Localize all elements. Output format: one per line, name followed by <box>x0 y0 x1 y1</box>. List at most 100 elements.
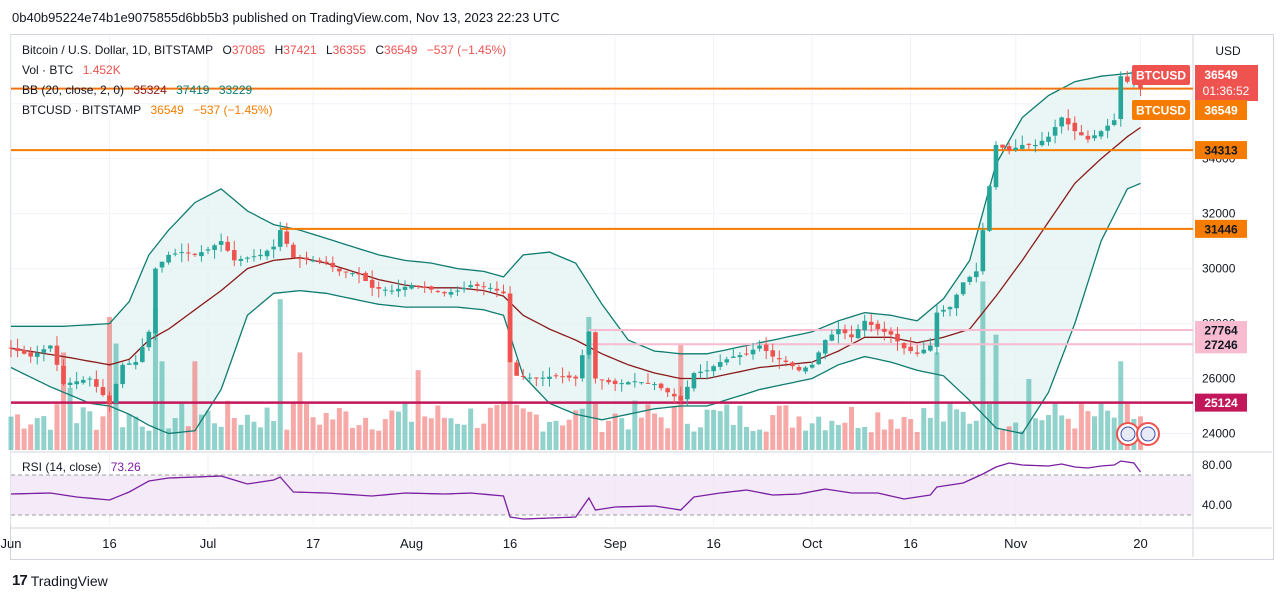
vol-label[interactable]: Vol · BTC <box>22 63 74 77</box>
x-tick-label: Nov <box>1004 536 1028 551</box>
candle-body <box>1092 135 1097 139</box>
candle-body <box>28 352 33 357</box>
level-price-tag <box>1195 335 1247 354</box>
volume-bar <box>625 429 631 450</box>
candle-body <box>652 384 657 386</box>
candle-body <box>343 271 349 273</box>
candle-body <box>842 329 848 334</box>
volume-bar <box>87 411 93 450</box>
x-tick-label: Jul <box>200 536 217 551</box>
candle-body <box>146 331 152 348</box>
bb-lower-value: 33229 <box>218 83 253 97</box>
candle-body <box>678 395 684 401</box>
candle-body <box>231 250 237 261</box>
volume-bar <box>422 416 428 450</box>
candle-body <box>757 345 762 349</box>
volume-bar <box>28 424 34 450</box>
rsi-value: 73.26 <box>110 460 141 474</box>
level-price-label: 27246 <box>1204 338 1238 352</box>
publish-header-text: 0b40b95224e74b1e9075855d6bb5b3 published… <box>12 10 560 25</box>
candle-body <box>685 386 690 400</box>
candle-body <box>763 344 769 352</box>
candle-body <box>1111 120 1117 125</box>
symbol-label[interactable]: Bitcoin / U.S. Dollar, 1D, BITSTAMP <box>22 43 214 57</box>
currency-button[interactable]: USD <box>1215 44 1241 58</box>
candle-body <box>1072 122 1078 132</box>
rsi-line <box>10 460 1142 520</box>
volume-bar <box>455 423 461 450</box>
candle-body <box>698 371 703 374</box>
candle-body <box>323 261 329 264</box>
candle-body <box>1046 136 1051 142</box>
volume-bar <box>415 370 421 450</box>
candle-body <box>954 294 959 309</box>
candle-body <box>1033 144 1038 147</box>
candle-body <box>803 367 808 372</box>
candle-body <box>593 332 598 379</box>
candle-body <box>271 246 276 250</box>
volume-bar <box>1098 403 1104 450</box>
candle-body <box>514 362 519 376</box>
volume-bar <box>225 400 231 450</box>
volume-bar <box>120 427 126 450</box>
candle-body <box>41 349 47 353</box>
volume-bar <box>698 427 703 450</box>
candle-body <box>980 230 986 272</box>
low-label: L <box>325 43 333 57</box>
candle-body <box>1000 144 1005 148</box>
x-tick-label: 17 <box>306 536 320 551</box>
volume-bar <box>409 421 415 450</box>
volume-bar <box>1111 417 1117 450</box>
candle-body <box>389 290 395 292</box>
candle-body <box>914 352 920 354</box>
brand-name: TradingView <box>30 572 108 589</box>
candle-body <box>796 366 802 371</box>
legend-bb: BB (20, close, 2, 0) 35324 37419 33229 <box>22 83 258 97</box>
volume-bar <box>284 429 290 450</box>
volume-bar <box>74 423 80 450</box>
candle-body <box>369 279 375 288</box>
candle-body <box>862 320 867 331</box>
candle-body <box>882 328 887 332</box>
candle-body <box>573 376 579 379</box>
bb-label[interactable]: BB (20, close, 2, 0) <box>22 83 125 97</box>
volume-bar <box>212 423 218 450</box>
candle-body <box>960 282 966 295</box>
candle-body <box>350 273 355 275</box>
volume-bar <box>1085 411 1091 450</box>
volume-bar <box>599 432 605 450</box>
candle-body <box>74 381 79 385</box>
candle-body <box>179 252 185 254</box>
last-price-tag <box>1195 65 1258 101</box>
candle-body <box>199 252 204 257</box>
candle-body <box>1085 135 1091 140</box>
volume-bar <box>803 430 809 450</box>
candle-body <box>540 377 546 379</box>
close-value: 36549 <box>384 43 418 57</box>
volume-bar <box>218 426 224 450</box>
volume-bar <box>1105 410 1111 450</box>
x-tick-label: Sep <box>604 536 627 551</box>
volume-bar <box>376 430 382 450</box>
volume-bar <box>336 408 342 450</box>
candle-body <box>264 250 270 257</box>
candle-body <box>750 349 756 355</box>
rsi-label[interactable]: RSI (14, close) <box>22 460 102 474</box>
volume-bar <box>428 418 434 450</box>
candle-body <box>212 245 217 250</box>
volume-bar <box>54 404 60 450</box>
volume-bar <box>159 361 165 450</box>
candle-body <box>691 373 697 389</box>
volume-bar <box>238 424 244 450</box>
volume-bar <box>665 428 671 450</box>
volume-bar <box>514 404 520 450</box>
brand[interactable]: 17 TradingView <box>12 572 108 589</box>
compare-symbol-label[interactable]: BTCUSD · BITSTAMP <box>22 103 142 117</box>
volume-bar <box>619 418 625 450</box>
candle-body <box>21 349 27 354</box>
candle-body <box>218 241 224 245</box>
compare-value: 36549 <box>150 103 184 117</box>
volume-bar <box>1019 431 1025 450</box>
volume-bar <box>645 404 651 450</box>
